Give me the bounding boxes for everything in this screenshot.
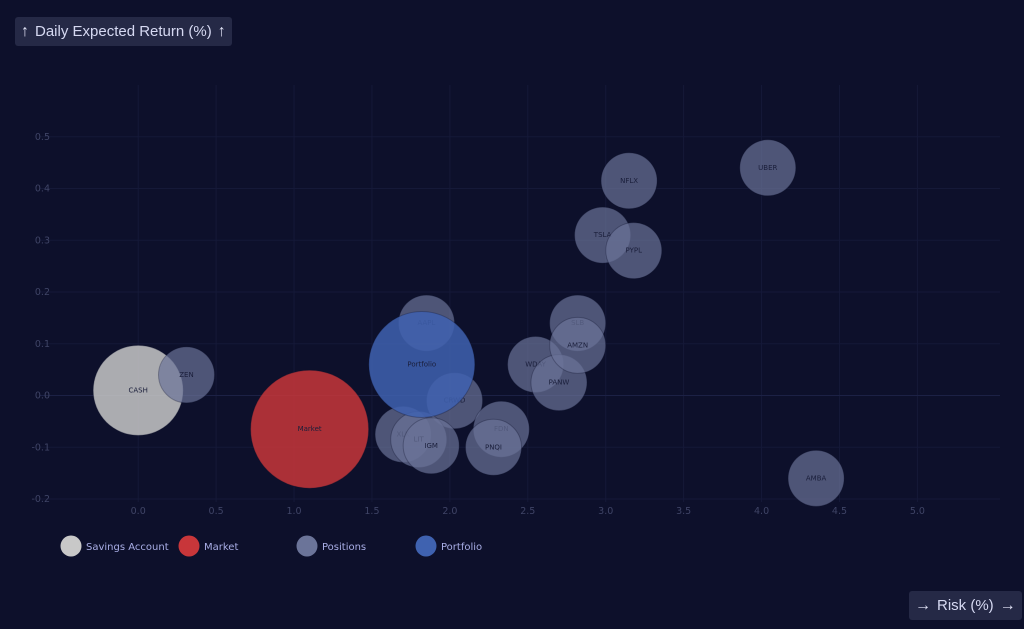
x-tick-label: 3.5 [676,506,691,517]
y-tick-label: 0.3 [35,235,50,246]
x-tick-label: 4.5 [832,506,847,517]
y-tick-label: 0.4 [35,184,50,195]
arrow-up-icon: ↑ [21,22,29,40]
legend-label: Portfolio [441,542,482,553]
bubble-amzn[interactable]: AMZN [549,316,607,374]
x-tick-label: 4.0 [754,506,769,517]
y-tick-label: 0.2 [35,287,50,298]
bubble-label: PNQI [485,443,502,451]
bubble-amba[interactable]: AMBA [787,449,845,507]
bubble-marker[interactable] [739,139,797,197]
x-tick-label: 1.5 [364,506,379,517]
x-tick-label: 2.5 [520,506,535,517]
legend-swatch [296,535,318,557]
y-tick-label: -0.1 [31,442,50,453]
bubble-marker[interactable] [157,346,215,404]
legend-label: Market [204,542,238,553]
bubble-marker[interactable] [250,369,370,489]
bubble-uber[interactable]: UBER [739,139,797,197]
bubble-marker[interactable] [605,222,663,280]
bubble-label: TSLA [593,231,612,239]
bubble-pypl[interactable]: PYPL [605,222,663,280]
bubble-igm[interactable]: IGM [402,417,460,475]
bubble-zen[interactable]: ZEN [157,346,215,404]
bubble-label: AMZN [567,341,588,349]
y-tick-label: 0.0 [35,391,50,402]
x-tick-label: 1.0 [286,506,301,517]
bubble-label: Portfolio [407,360,436,368]
bubble-label: CASH [128,386,147,394]
bubble-nflx[interactable]: NFLX [600,152,658,210]
legend-item-savings-account[interactable]: Savings Account [60,535,169,557]
bubble-label: AMBA [806,474,827,482]
bubble-label: Market [298,425,322,433]
y-axis-label: Daily Expected Return (%) [35,23,212,40]
bubble-label: PANW [549,379,570,387]
x-tick-label: 5.0 [910,506,925,517]
y-tick-label: -0.2 [31,494,50,505]
bubble-marker[interactable] [787,449,845,507]
bubble-portfolio[interactable]: Portfolio [368,310,476,418]
arrow-up-icon: ↑ [217,22,226,40]
y-axis-selector-button[interactable]: ↑ Daily Expected Return (%) ↑ [15,17,232,46]
bubble-marker[interactable] [465,418,523,476]
bubble-label: IGM [424,442,438,450]
legend-item-market[interactable]: Market [178,535,239,557]
legend-swatch [60,535,82,557]
bubble-label: UBER [758,164,777,172]
x-tick-label: 2.0 [442,506,457,517]
y-tick-label: 0.1 [35,339,50,350]
x-tick-label: 0.5 [209,506,224,517]
legend-swatch [415,535,437,557]
arrow-right-icon: → [915,596,931,614]
bubble-market[interactable]: Market [250,369,370,489]
legend-label: Positions [322,542,366,553]
bubble-label: WDAY [525,360,546,368]
legend-label: Savings Account [86,542,169,553]
y-tick-label: 0.5 [35,132,50,143]
bubble-pnqi[interactable]: PNQI [465,418,523,476]
x-tick-label: 0.0 [131,506,146,517]
x-axis-selector-button[interactable]: → Risk (%) → [909,591,1022,620]
x-tick-label: 3.0 [598,506,613,517]
bubble-marker[interactable] [402,417,460,475]
legend-swatch [178,535,200,557]
bubble-label: ZEN [179,371,193,379]
x-axis-label: Risk (%) [937,597,994,614]
arrow-right-icon: → [999,596,1016,614]
bubble-marker[interactable] [368,310,476,418]
bubble-marker[interactable] [600,152,658,210]
bubble-label: PYPL [626,247,643,255]
legend-item-positions[interactable]: Positions [296,535,367,557]
bubble-marker[interactable] [549,316,607,374]
legend-item-portfolio[interactable]: Portfolio [415,535,483,557]
bubble-label: NFLX [620,177,638,185]
